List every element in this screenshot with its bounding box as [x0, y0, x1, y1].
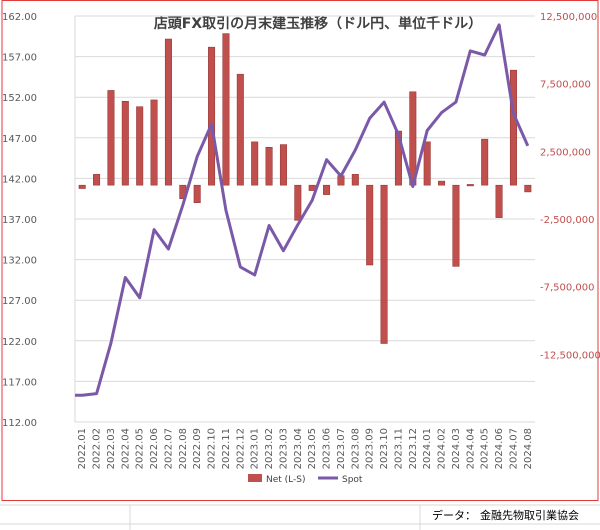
- net-bar: [466, 184, 474, 187]
- x-tick-label: 2022.12: [235, 428, 246, 469]
- legend-net-swatch: [248, 474, 262, 482]
- right-tick-label: 7,500,000: [540, 80, 591, 91]
- left-tick-label: 137.00: [2, 215, 37, 226]
- spot-line-series: [75, 23, 530, 397]
- left-tick-label: 112.00: [2, 418, 37, 429]
- x-tick-label: 2023.06: [322, 428, 333, 469]
- legend-spot-label: Spot: [342, 475, 363, 485]
- x-tick-label: 2022.06: [149, 428, 160, 469]
- right-axis-ticks: 12,500,000 7,500,000 2,500,000 -2,500,000 -7…: [540, 12, 600, 361]
- x-tick-label: 2024.01: [422, 428, 433, 469]
- x-tick-label: 2023.03: [278, 428, 289, 469]
- net-bar: [78, 184, 86, 189]
- sheet-lines: [0, 504, 600, 530]
- x-tick-label: 2024.03: [451, 428, 462, 469]
- left-tick-label: 142.00: [2, 174, 37, 185]
- x-tick-label: 2024.08: [523, 428, 534, 469]
- legend: Net (L-S) Spot: [248, 474, 363, 485]
- net-bar: [481, 138, 489, 186]
- x-axis-labels: 2022.01 2022.02 2022.03 2022.04 2022.05 2022.…: [77, 428, 534, 469]
- x-tick-label: 2022.10: [207, 428, 218, 469]
- net-bar: [423, 141, 431, 186]
- x-tick-label: 2023.05: [307, 428, 318, 469]
- legend-net-label: Net (L-S): [266, 475, 306, 485]
- x-tick-label: 2024.04: [465, 428, 476, 469]
- right-tick-label: -2,500,000: [540, 215, 595, 226]
- x-tick-label: 2023.12: [408, 428, 419, 469]
- x-tick-label: 2022.08: [178, 428, 189, 469]
- net-bar: [236, 73, 244, 186]
- net-bar: [452, 184, 460, 267]
- net-bar: [222, 33, 230, 186]
- net-bar: [93, 174, 101, 186]
- net-bar: [279, 144, 287, 186]
- left-tick-label: 152.00: [2, 93, 37, 104]
- x-tick-label: 2024.05: [480, 428, 491, 469]
- net-bar: [351, 174, 359, 186]
- net-bar: [164, 38, 172, 186]
- net-bar: [495, 184, 503, 218]
- left-tick-label: 147.00: [2, 134, 37, 145]
- right-tick-label: -7,500,000: [540, 283, 595, 294]
- x-tick-label: 2023.10: [379, 428, 390, 469]
- net-bar: [107, 90, 115, 186]
- right-tick-label: 12,500,000: [540, 12, 597, 23]
- left-tick-label: 122.00: [2, 337, 37, 348]
- net-bar: [208, 46, 216, 186]
- net-bar: [193, 184, 201, 204]
- x-tick-label: 2023.01: [250, 428, 261, 469]
- net-bar: [251, 141, 259, 186]
- left-axis-ticks: 162.00 157.00 152.00 147.00 142.00 137.00 132.…: [2, 12, 37, 429]
- x-tick-label: 2022.02: [92, 428, 103, 469]
- net-bars: [78, 33, 532, 344]
- x-tick-label: 2023.02: [264, 428, 275, 469]
- x-tick-label: 2023.11: [393, 428, 404, 469]
- x-tick-label: 2023.08: [350, 428, 361, 469]
- net-bar: [509, 69, 517, 186]
- left-tick-label: 127.00: [2, 296, 37, 307]
- net-bar: [366, 184, 374, 266]
- x-tick-label: 2023.09: [365, 428, 376, 469]
- x-tick-label: 2023.07: [336, 428, 347, 469]
- x-tick-label: 2024.02: [437, 428, 448, 469]
- gridlines: [74, 15, 535, 423]
- net-bar: [438, 180, 446, 186]
- net-bar: [294, 184, 302, 221]
- net-bar: [121, 101, 129, 186]
- net-bar: [265, 147, 273, 186]
- source-name: 金融先物取引業協会: [480, 508, 579, 522]
- net-bar: [409, 91, 417, 186]
- x-tick-label: 2022.04: [120, 428, 131, 469]
- net-bar: [380, 184, 388, 344]
- net-bar: [524, 184, 532, 193]
- x-tick-label: 2022.07: [163, 428, 174, 469]
- chart-border: [1, 0, 599, 501]
- chart-title: 店頭FX取引の月末建玉推移（ドル円、単位千ドル）: [154, 15, 482, 32]
- x-tick-label: 2022.11: [221, 428, 232, 469]
- x-tick-label: 2023.04: [293, 428, 304, 469]
- x-tick-label: 2022.05: [135, 428, 146, 469]
- left-tick-label: 132.00: [2, 256, 37, 267]
- spot-line: [75, 23, 530, 397]
- x-tick-label: 2022.03: [106, 428, 117, 469]
- left-tick-label: 117.00: [2, 377, 37, 388]
- source-label: データ：: [432, 508, 476, 522]
- right-tick-label: 2,500,000: [540, 147, 591, 158]
- x-tick-label: 2022.01: [77, 428, 88, 469]
- net-bar: [150, 99, 158, 186]
- left-tick-label: 162.00: [2, 12, 37, 23]
- x-tick-label: 2024.06: [494, 428, 505, 469]
- net-bar: [136, 106, 144, 186]
- net-bar: [323, 184, 331, 195]
- right-tick-label: -12,500,000: [540, 350, 600, 361]
- left-tick-label: 157.00: [2, 53, 37, 64]
- x-tick-label: 2022.09: [192, 428, 203, 469]
- x-tick-label: 2024.07: [508, 428, 519, 469]
